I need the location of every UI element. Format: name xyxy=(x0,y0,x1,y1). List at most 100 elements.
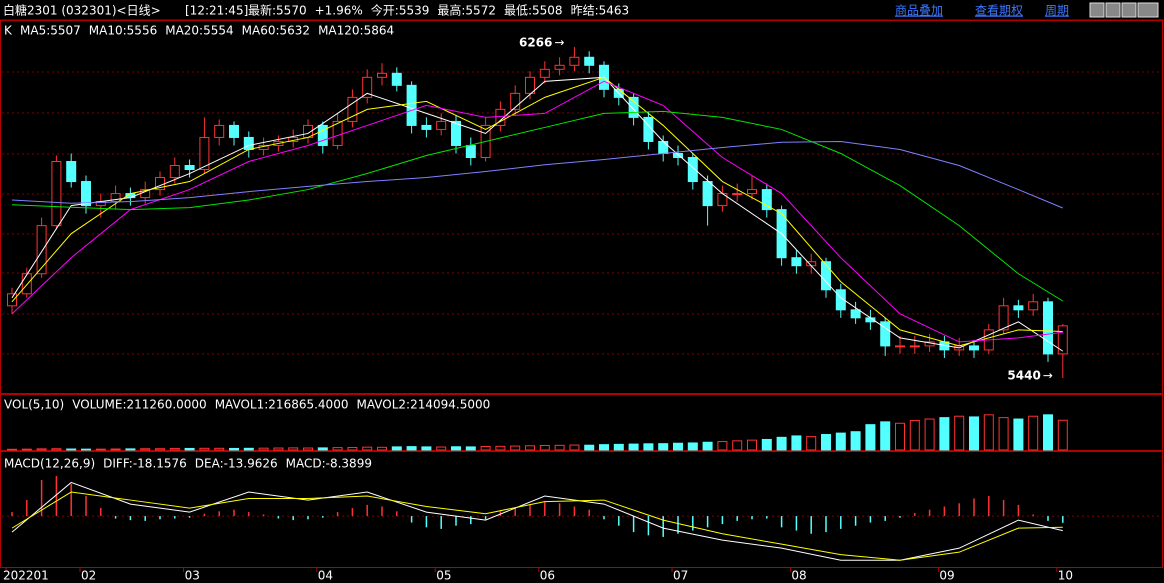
header-text: -13.9626 xyxy=(224,457,278,471)
volume-bar xyxy=(258,447,269,451)
candle-body xyxy=(658,140,669,154)
candle-body xyxy=(406,84,417,126)
volume-bar xyxy=(169,448,180,451)
link[interactable]: 查看期权 xyxy=(975,4,1023,18)
candle-body xyxy=(584,56,595,66)
link[interactable]: 商品叠加 xyxy=(895,3,943,18)
ma-line xyxy=(11,140,1063,209)
volume-bar xyxy=(288,447,299,451)
header-text: 214094.5000 xyxy=(410,398,490,412)
candle-body xyxy=(909,345,920,348)
button[interactable] xyxy=(1089,2,1105,18)
header-text: 5463 xyxy=(599,4,630,18)
volume-bar xyxy=(125,448,136,451)
candle-body xyxy=(21,273,32,295)
volume-bar xyxy=(377,446,387,451)
volume-bar xyxy=(983,414,994,451)
volume-bar xyxy=(717,441,728,451)
header-text: +1.96% xyxy=(315,4,363,18)
volume-bar xyxy=(554,444,565,451)
volume-bar xyxy=(7,448,17,451)
volume-bar xyxy=(865,424,876,451)
header-text: MAVOL2: xyxy=(356,398,410,412)
candle-body xyxy=(391,72,402,86)
volume-bar xyxy=(140,448,151,451)
header-text: 5556 xyxy=(127,24,158,38)
header-text: MA5: xyxy=(20,24,50,38)
arrow: → xyxy=(554,35,564,49)
header-text: MACD(12,26,9) xyxy=(4,457,95,471)
candle-body xyxy=(169,165,180,179)
button[interactable] xyxy=(1137,2,1159,18)
volume-bar xyxy=(214,447,225,451)
candle-body xyxy=(761,189,772,211)
volume-bar xyxy=(199,447,210,451)
candle-body xyxy=(81,181,91,207)
candle-body xyxy=(643,116,654,142)
candle-body xyxy=(66,161,77,183)
link[interactable]: 周期 xyxy=(1045,4,1069,18)
volume-bar xyxy=(599,444,609,451)
candle-body xyxy=(969,345,979,351)
header-text: 5864 xyxy=(364,24,395,38)
candle-body xyxy=(347,96,358,122)
volume-bar xyxy=(628,443,639,451)
candle-body xyxy=(569,56,580,66)
volume-bar xyxy=(1028,415,1039,451)
volume-bar xyxy=(110,448,121,451)
volume-bar xyxy=(495,445,506,451)
button[interactable] xyxy=(1105,2,1121,18)
candle-body xyxy=(835,289,846,311)
volume-bar xyxy=(776,436,787,451)
candle-body xyxy=(199,136,210,171)
candle-body xyxy=(539,68,550,78)
volume-bar xyxy=(66,448,77,451)
x-tick-label: 06 xyxy=(540,569,555,583)
ma-line xyxy=(11,110,1064,302)
header-text: DIFF: xyxy=(103,457,133,471)
volume-pane xyxy=(0,394,1163,451)
header-text: DEA: xyxy=(195,457,224,471)
volume-bar xyxy=(273,447,284,451)
dea-line xyxy=(11,491,1063,561)
header-text: -8.3899 xyxy=(326,457,372,471)
volume-bar xyxy=(821,434,831,451)
header-text: 5570 xyxy=(276,4,307,18)
x-tick-label: 09 xyxy=(939,569,954,583)
volume-bar xyxy=(21,448,32,451)
button[interactable] xyxy=(1121,2,1137,18)
volume-bar xyxy=(1057,419,1068,451)
volume-bar xyxy=(539,444,550,451)
header-text: MAVOL1: xyxy=(215,398,269,412)
candle-body xyxy=(821,261,831,291)
x-tick-label: 05 xyxy=(436,569,451,583)
volume-bar xyxy=(658,443,669,451)
header-text: MA120: xyxy=(318,24,364,38)
x-tick-label: 03 xyxy=(185,569,200,583)
volume-bar xyxy=(332,447,343,451)
header-text: MA10: xyxy=(89,24,127,38)
x-tick-label: 02 xyxy=(81,569,96,583)
volume-bar xyxy=(895,422,905,451)
header-text: MA20: xyxy=(165,24,203,38)
header-text: 5554 xyxy=(203,24,234,38)
volume-bar xyxy=(880,421,891,451)
volume-bar xyxy=(1013,418,1024,451)
top-bar xyxy=(0,0,1164,20)
header-text: VOLUME: xyxy=(72,398,126,412)
volume-bar xyxy=(806,436,817,451)
candle-body xyxy=(51,161,62,227)
volume-bar xyxy=(317,447,328,451)
x-tick-label: 07 xyxy=(673,569,688,583)
candle-body xyxy=(1028,301,1039,311)
candle-body xyxy=(451,120,461,146)
macd-pane xyxy=(0,451,1163,568)
volume-bar xyxy=(184,447,195,451)
volume-bar xyxy=(584,444,595,451)
volume-bar xyxy=(391,446,402,451)
volume-bar xyxy=(436,446,447,451)
header-text: 5632 xyxy=(280,24,311,38)
candle-body xyxy=(36,225,47,275)
candle-body xyxy=(747,189,757,195)
